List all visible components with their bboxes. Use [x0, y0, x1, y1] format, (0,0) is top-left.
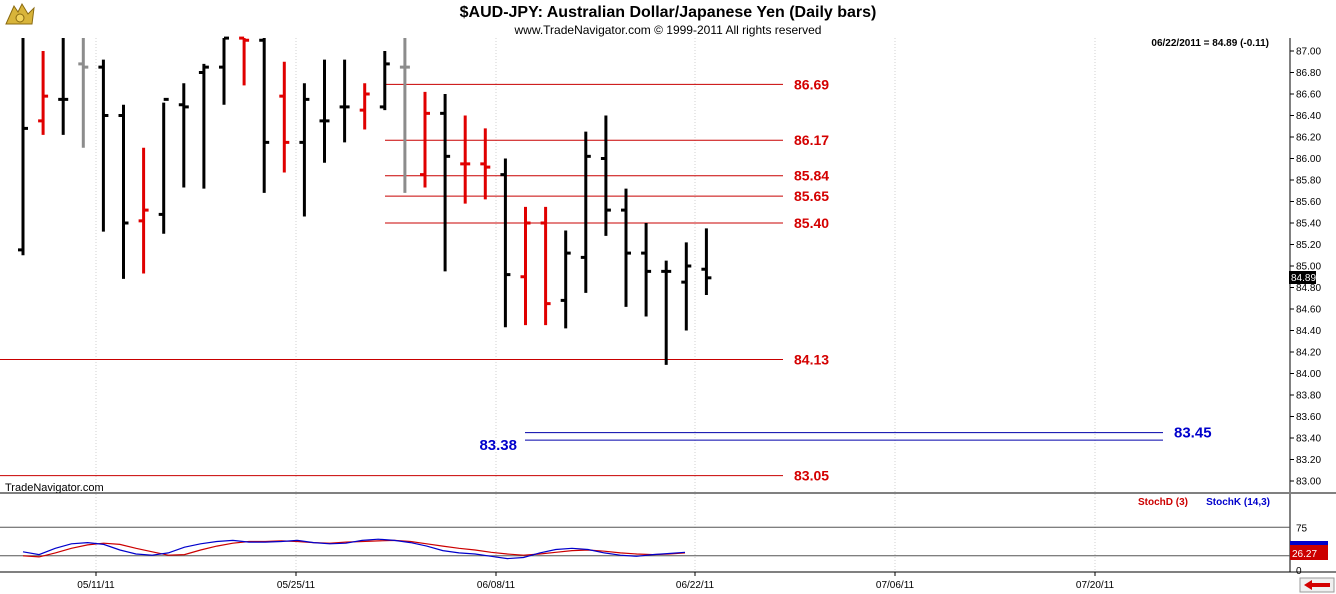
stoch-d-line	[22, 539, 686, 558]
gridlines	[95, 38, 1096, 572]
stochastic-panel: 75250	[0, 523, 1308, 577]
x-tick-label: 05/11/11	[77, 580, 115, 591]
ohlc-bar	[379, 51, 390, 111]
ohlc-bar	[500, 158, 511, 328]
ohlc-bar	[299, 83, 310, 217]
ohlc-bar	[440, 94, 451, 272]
ohlc-bar	[580, 131, 591, 293]
x-tick-label: 07/20/11	[1076, 580, 1115, 591]
trade-navigator-logo-icon	[5, 2, 35, 25]
resistance-label: 85.65	[794, 188, 829, 204]
ohlc-bar	[600, 115, 611, 236]
price-readout: 06/22/2011 = 84.89 (-0.11)	[1151, 38, 1269, 49]
ohlc-bar	[560, 230, 571, 329]
target-label: 83.45	[1174, 425, 1212, 442]
stoch-d-label: StochD (3)	[1138, 497, 1188, 508]
ohlc-bar	[98, 59, 109, 232]
ohlc-bar	[279, 61, 290, 173]
ohlc-bar	[319, 59, 330, 163]
y-tick-label: 84.60	[1296, 305, 1321, 316]
ohlc-bar	[540, 206, 551, 326]
ohlc-bar	[701, 228, 712, 296]
ohlc-bar	[259, 38, 270, 193]
ohlc-bar	[661, 260, 672, 365]
ohlc-bar	[178, 83, 189, 188]
ohlc-bar	[38, 51, 49, 135]
ohlc-bar	[399, 38, 410, 193]
stoch-last-value: 26.27	[1292, 549, 1317, 560]
y-tick-label: 86.20	[1296, 133, 1321, 144]
y-tick-label: 83.20	[1296, 455, 1321, 466]
y-tick-label: 84.80	[1296, 283, 1321, 294]
y-tick-label: 86.00	[1296, 154, 1321, 165]
ohlc-bar	[198, 63, 209, 189]
ohlc-bar	[78, 38, 89, 148]
ohlc-bar	[641, 223, 652, 317]
last-price-value: 84.89	[1291, 273, 1316, 284]
ohlc-bar	[460, 115, 471, 204]
ohlc-bar	[681, 242, 692, 331]
chart-subtitle: www.TradeNavigator.com © 1999-2011 All r…	[514, 23, 822, 37]
ohlc-bar	[520, 206, 531, 326]
y-tick-label: 87.00	[1296, 47, 1321, 58]
x-tick-label: 05/25/11	[277, 580, 316, 591]
ohlc-bar	[420, 91, 430, 188]
y-tick-label: 85.00	[1296, 262, 1321, 273]
y-tick-label: 86.40	[1296, 111, 1321, 122]
y-tick-label: 83.40	[1296, 434, 1321, 445]
y-tick-label: 84.20	[1296, 348, 1321, 359]
x-tick-label: 07/06/11	[876, 580, 915, 591]
resistance-label: 86.69	[794, 76, 829, 92]
x-tick-label: 06/22/11	[676, 580, 715, 591]
price-bars	[18, 36, 712, 365]
ohlc-bar	[359, 83, 370, 130]
resistance-label: 85.84	[794, 168, 829, 184]
y-tick-label: 85.20	[1296, 240, 1321, 251]
ohlc-bar	[118, 104, 129, 279]
y-tick-label: 84.40	[1296, 326, 1321, 337]
ohlc-bar	[158, 97, 169, 234]
resistance-label: 85.40	[794, 215, 829, 231]
y-tick-label: 85.80	[1296, 176, 1321, 187]
y-tick-label: 86.60	[1296, 90, 1321, 101]
y-tick-label: 83.60	[1296, 412, 1321, 423]
last-price-tag: 84.89	[1289, 271, 1316, 284]
stoch-tick-label: 75	[1296, 523, 1308, 534]
ohlc-bar	[58, 38, 69, 135]
stoch-tick-label: 0	[1296, 566, 1302, 577]
stoch-k-line	[22, 538, 686, 560]
stoch-k-label: StochK (14,3)	[1206, 497, 1270, 508]
ohlc-bar	[480, 128, 491, 200]
support-resistance-levels: 86.69 86.17 85.84 85.65 85.40 84.13 83.05 83.45…	[0, 76, 1212, 484]
resistance-label: 86.17	[794, 132, 829, 148]
y-tick-label: 83.00	[1296, 477, 1321, 488]
ohlc-bar	[18, 38, 28, 256]
scroll-left-arrow-icon[interactable]	[1299, 577, 1335, 593]
y-tick-label: 85.60	[1296, 197, 1321, 208]
x-tick-label: 06/08/11	[477, 580, 516, 591]
y-tick-label: 86.80	[1296, 68, 1321, 79]
ohlc-bar	[239, 36, 250, 86]
watermark: TradeNavigator.com	[5, 482, 104, 494]
ohlc-bar	[621, 188, 631, 307]
resistance-label: 84.13	[794, 352, 829, 368]
y-tick-label: 84.00	[1296, 369, 1321, 380]
y-tick-label: 85.40	[1296, 219, 1321, 230]
y-tick-label: 83.80	[1296, 391, 1321, 402]
resistance-label: 83.05	[794, 468, 829, 484]
ohlc-bar	[219, 36, 229, 105]
date-axis-ticks: 05/11/11 05/25/11 06/08/11 06/22/11 07/06/11…	[77, 572, 1115, 591]
ohlc-bar	[138, 147, 149, 274]
target-label: 83.38	[479, 437, 517, 454]
stoch-value-tag: 26.27	[1290, 541, 1328, 560]
price-axis-ticks: 87.00 86.80 86.60 86.40 86.20 86.00 85.80 85.60…	[1290, 47, 1321, 488]
chart-title: $AUD-JPY: Australian Dollar/Japanese Yen…	[460, 4, 877, 21]
ohlc-bar	[339, 59, 350, 143]
